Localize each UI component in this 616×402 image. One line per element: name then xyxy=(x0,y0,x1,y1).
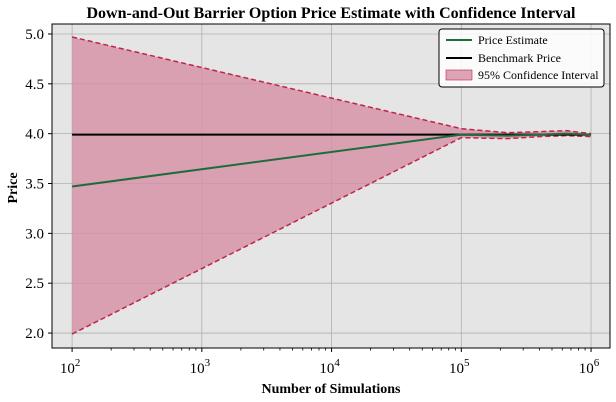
plot-frame xyxy=(51,23,611,349)
x-tick-label: 106 xyxy=(579,357,600,377)
legend-ci-label: 95% Confidence Interval xyxy=(478,68,599,82)
legend: Price Estimate Benchmark Price 95% Confi… xyxy=(438,28,605,88)
plot-data xyxy=(71,36,592,335)
legend-benchmark-label: Benchmark Price xyxy=(478,51,561,65)
legend-ci-swatch xyxy=(445,69,473,81)
y-axis-title: Price xyxy=(6,172,21,203)
legend-price-estimate-label: Price Estimate xyxy=(478,33,548,47)
x-tick-label: 104 xyxy=(319,357,340,377)
y-tick-label: 3.5 xyxy=(25,177,44,193)
x-axis-title: Number of Simulations xyxy=(262,382,402,397)
x-tick-label: 103 xyxy=(190,357,211,377)
y-tick-label: 2.0 xyxy=(25,326,44,342)
y-tick-label: 3.0 xyxy=(25,226,44,242)
x-tick-label: 105 xyxy=(449,357,470,377)
confidence-band xyxy=(72,36,592,335)
ci-lower-line xyxy=(71,134,592,335)
y-tick-label: 4.5 xyxy=(25,77,44,93)
chart-title: Down-and-Out Barrier Option Price Estima… xyxy=(87,5,577,22)
legend-box xyxy=(438,28,605,88)
price-estimate-line xyxy=(71,132,592,188)
y-tick-label: 5.0 xyxy=(25,27,44,43)
y-tick-label: 4.0 xyxy=(25,127,44,143)
y-tick-label: 2.5 xyxy=(25,276,44,292)
x-tick-label: 102 xyxy=(60,357,81,377)
